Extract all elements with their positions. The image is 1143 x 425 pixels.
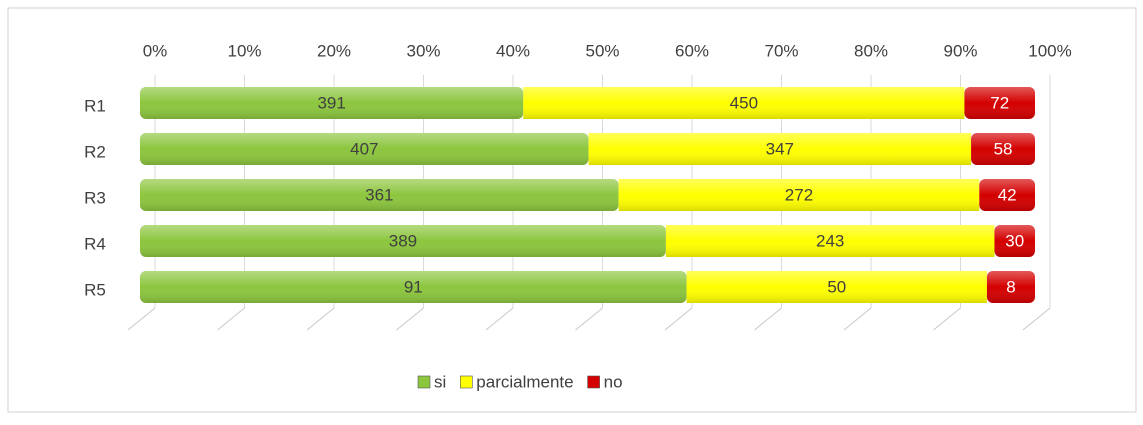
legend-label: si bbox=[434, 372, 446, 391]
x-tick-label: 10% bbox=[227, 41, 261, 60]
bar-shade bbox=[665, 225, 995, 257]
y-tick-label: R2 bbox=[84, 142, 106, 161]
x-tick-label: 100% bbox=[1028, 41, 1071, 60]
x-tick-label: 80% bbox=[854, 41, 888, 60]
bar-shade bbox=[140, 179, 619, 211]
data-label: 50 bbox=[827, 277, 846, 296]
data-label: 91 bbox=[404, 277, 423, 296]
bar-shade bbox=[618, 179, 980, 211]
y-tick-label: R3 bbox=[84, 188, 106, 207]
tick-mark bbox=[127, 307, 156, 331]
data-label: 42 bbox=[998, 185, 1017, 204]
legend-label: no bbox=[604, 372, 623, 391]
x-tick-label: 50% bbox=[585, 41, 619, 60]
tick-mark bbox=[306, 307, 335, 331]
x-tick-label: 60% bbox=[675, 41, 709, 60]
y-tick-label: R1 bbox=[84, 96, 106, 115]
data-label: 30 bbox=[1005, 231, 1024, 250]
data-label: 391 bbox=[317, 93, 345, 112]
tick-mark bbox=[933, 307, 961, 331]
bar-shade bbox=[140, 271, 687, 303]
data-label: 72 bbox=[990, 93, 1009, 112]
bar-shade bbox=[140, 87, 524, 119]
data-label: 58 bbox=[994, 139, 1013, 158]
bar-shade bbox=[971, 133, 1035, 165]
data-label: 389 bbox=[389, 231, 417, 250]
tick-mark bbox=[485, 307, 514, 331]
bar-shade bbox=[686, 271, 987, 303]
y-tick-label: R4 bbox=[84, 234, 106, 253]
tick-mark bbox=[664, 307, 693, 331]
data-label: 361 bbox=[365, 185, 393, 204]
y-tick-label: R5 bbox=[84, 280, 106, 299]
legend-swatch bbox=[459, 375, 473, 389]
tick-mark bbox=[1022, 307, 1051, 331]
x-tick-label: 70% bbox=[764, 41, 798, 60]
tick-mark bbox=[754, 307, 782, 331]
tick-mark bbox=[396, 307, 424, 331]
data-label: 347 bbox=[766, 139, 794, 158]
x-tick-label: 0% bbox=[143, 41, 168, 60]
data-label: 8 bbox=[1006, 277, 1015, 296]
tick-mark bbox=[843, 307, 872, 331]
bar-shade bbox=[964, 87, 1035, 119]
tick-mark bbox=[217, 307, 245, 331]
x-tick-label: 40% bbox=[496, 41, 530, 60]
x-tick-label: 30% bbox=[406, 41, 440, 60]
x-tick-label: 20% bbox=[317, 41, 351, 60]
x-tick-label: 90% bbox=[943, 41, 977, 60]
legend: si parcialmente no bbox=[417, 372, 623, 391]
data-label: 272 bbox=[785, 185, 813, 204]
bar-shade bbox=[140, 225, 666, 257]
bar-shade bbox=[523, 87, 965, 119]
tick-mark bbox=[575, 307, 603, 331]
bar-shade bbox=[986, 271, 1035, 303]
legend-swatch bbox=[587, 375, 600, 389]
legend-label: parcialmente bbox=[476, 372, 573, 391]
bar-shade bbox=[979, 179, 1035, 211]
legend-swatch bbox=[417, 375, 431, 389]
data-label: 407 bbox=[350, 139, 378, 158]
data-label: 243 bbox=[816, 231, 844, 250]
bar-shade bbox=[588, 133, 972, 165]
data-label: 450 bbox=[730, 93, 758, 112]
bar-shade bbox=[140, 133, 589, 165]
bar-shade bbox=[994, 225, 1035, 257]
